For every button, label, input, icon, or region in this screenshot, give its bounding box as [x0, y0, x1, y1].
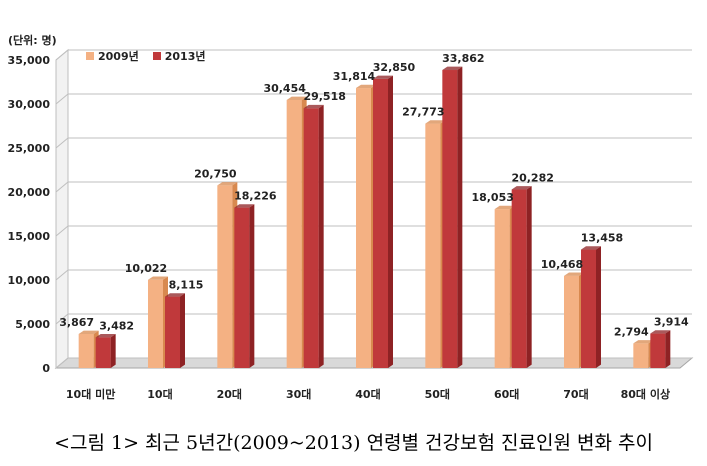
bar-2009-top	[633, 340, 654, 344]
bar-2013-top	[95, 334, 116, 338]
bar-2013	[234, 207, 250, 368]
data-label-2009: 31,814	[333, 70, 376, 83]
x-tick-label: 80대 이상	[621, 387, 671, 401]
y-tick-label: 30,000	[8, 98, 51, 111]
bar-2013	[303, 108, 319, 368]
bar-2013-side	[526, 186, 532, 368]
bar-2009	[425, 123, 441, 369]
gridline	[55, 313, 692, 325]
bar-2013-side	[180, 293, 185, 368]
bar-2013-top	[165, 293, 185, 297]
bar-2009	[78, 333, 94, 368]
data-label-2013: 33,862	[442, 52, 484, 65]
gridline	[55, 137, 692, 149]
legend-swatch-2009	[86, 52, 94, 60]
bar-2013-top	[650, 330, 671, 334]
x-tick-label: 40대	[355, 387, 380, 401]
bar-2009	[217, 185, 233, 368]
data-label-2009: 20,750	[194, 167, 237, 180]
y-tick-label: 10,000	[8, 274, 51, 287]
bar-2009-top	[78, 330, 99, 334]
data-label-2013: 8,115	[169, 279, 204, 292]
data-label-2009: 18,053	[471, 191, 513, 204]
y-tick-label: 15,000	[8, 230, 51, 243]
bar-2009-top	[425, 120, 446, 124]
x-tick-label: 50대	[425, 387, 450, 401]
bar-2013-side	[457, 66, 463, 369]
x-tick-label: 10대 미만	[66, 387, 116, 401]
y-tick-label: 5,000	[15, 318, 50, 331]
data-label-2009: 10,468	[541, 258, 583, 271]
bar-2009-top	[564, 272, 584, 276]
bar-2009	[633, 343, 649, 368]
gridline	[55, 269, 692, 281]
x-tick-label: 10대	[147, 387, 172, 401]
data-label-2013: 18,226	[234, 190, 277, 203]
bar-2009-top	[356, 84, 376, 89]
bar-2013-side	[249, 204, 255, 368]
figure-caption: <그림 1> 최근 5년간(2009~2013) 연령별 건강보험 진료인원 변…	[54, 432, 653, 454]
bar-2013-side	[596, 246, 601, 368]
bar-2009	[564, 275, 579, 368]
y-tick-label: 0	[42, 362, 50, 375]
bar-2013-top	[373, 75, 393, 79]
y-tick-label: 20,000	[8, 186, 51, 199]
bar-2013-side	[665, 330, 671, 368]
y-tick-label: 35,000	[8, 54, 51, 67]
data-label-2013: 32,850	[373, 61, 416, 74]
bar-chart: 0 5,000 10,000 15,000 20,000 25,000 30,000 35,0…	[8, 48, 694, 401]
x-tick-label: 60대	[494, 387, 519, 401]
bar-2013-top	[511, 186, 532, 190]
bar-2013	[442, 70, 458, 368]
y-tick-label: 25,000	[8, 142, 51, 155]
x-tick-label: 20대	[217, 387, 242, 401]
gridline	[55, 357, 692, 369]
bar-2013	[511, 189, 527, 368]
bar-2013-top	[303, 104, 324, 109]
bar-2009	[286, 100, 302, 369]
bar-2013	[650, 333, 666, 368]
bar-2013	[95, 337, 111, 368]
bar-2013-side	[388, 75, 393, 368]
data-label-2009: 3,867	[59, 316, 94, 329]
legend-label-2013: 2013년	[164, 50, 206, 63]
bar-2013	[373, 78, 388, 369]
data-label-2009: 10,022	[125, 262, 167, 275]
gridline	[55, 225, 692, 237]
legend-label-2009: 2009년	[98, 50, 139, 63]
data-label-2013: 29,518	[303, 90, 345, 103]
data-label-2013: 20,282	[511, 172, 553, 185]
bar-2013-side	[110, 334, 116, 368]
bar-2013	[165, 296, 180, 368]
bar-2013	[581, 249, 596, 368]
x-tick-label: 70대	[563, 387, 588, 401]
data-label-2009: 2,794	[614, 325, 649, 338]
bar-2009-top	[217, 182, 238, 186]
legend-item-2009: 2009년	[86, 48, 139, 64]
bar-2009	[148, 279, 163, 368]
bar-2009-top	[148, 276, 168, 280]
legend-item-2013: 2013년	[152, 48, 206, 64]
unit-label: (단위: 명)	[8, 34, 57, 47]
bar-2009	[356, 88, 371, 368]
gridline	[55, 49, 692, 61]
bar-2013-top	[442, 66, 463, 71]
bar-2009-top	[286, 96, 307, 101]
legend: 2009년 2013년	[86, 48, 206, 64]
bar-2009-top	[494, 205, 515, 210]
bar-2009	[494, 209, 510, 368]
data-label-2013: 3,482	[99, 319, 134, 332]
bar-2013-side	[318, 104, 324, 368]
legend-swatch-2013	[152, 52, 161, 60]
data-label-2013: 3,914	[654, 316, 689, 329]
gridline	[55, 181, 692, 193]
x-tick-label: 30대	[286, 387, 311, 401]
bar-2013-top	[581, 246, 601, 250]
data-label-2009: 30,454	[263, 82, 306, 95]
data-label-2009: 27,773	[402, 106, 444, 119]
gridline	[55, 93, 692, 105]
bar-2013-top	[234, 204, 255, 208]
data-label-2013: 13,458	[581, 232, 623, 245]
